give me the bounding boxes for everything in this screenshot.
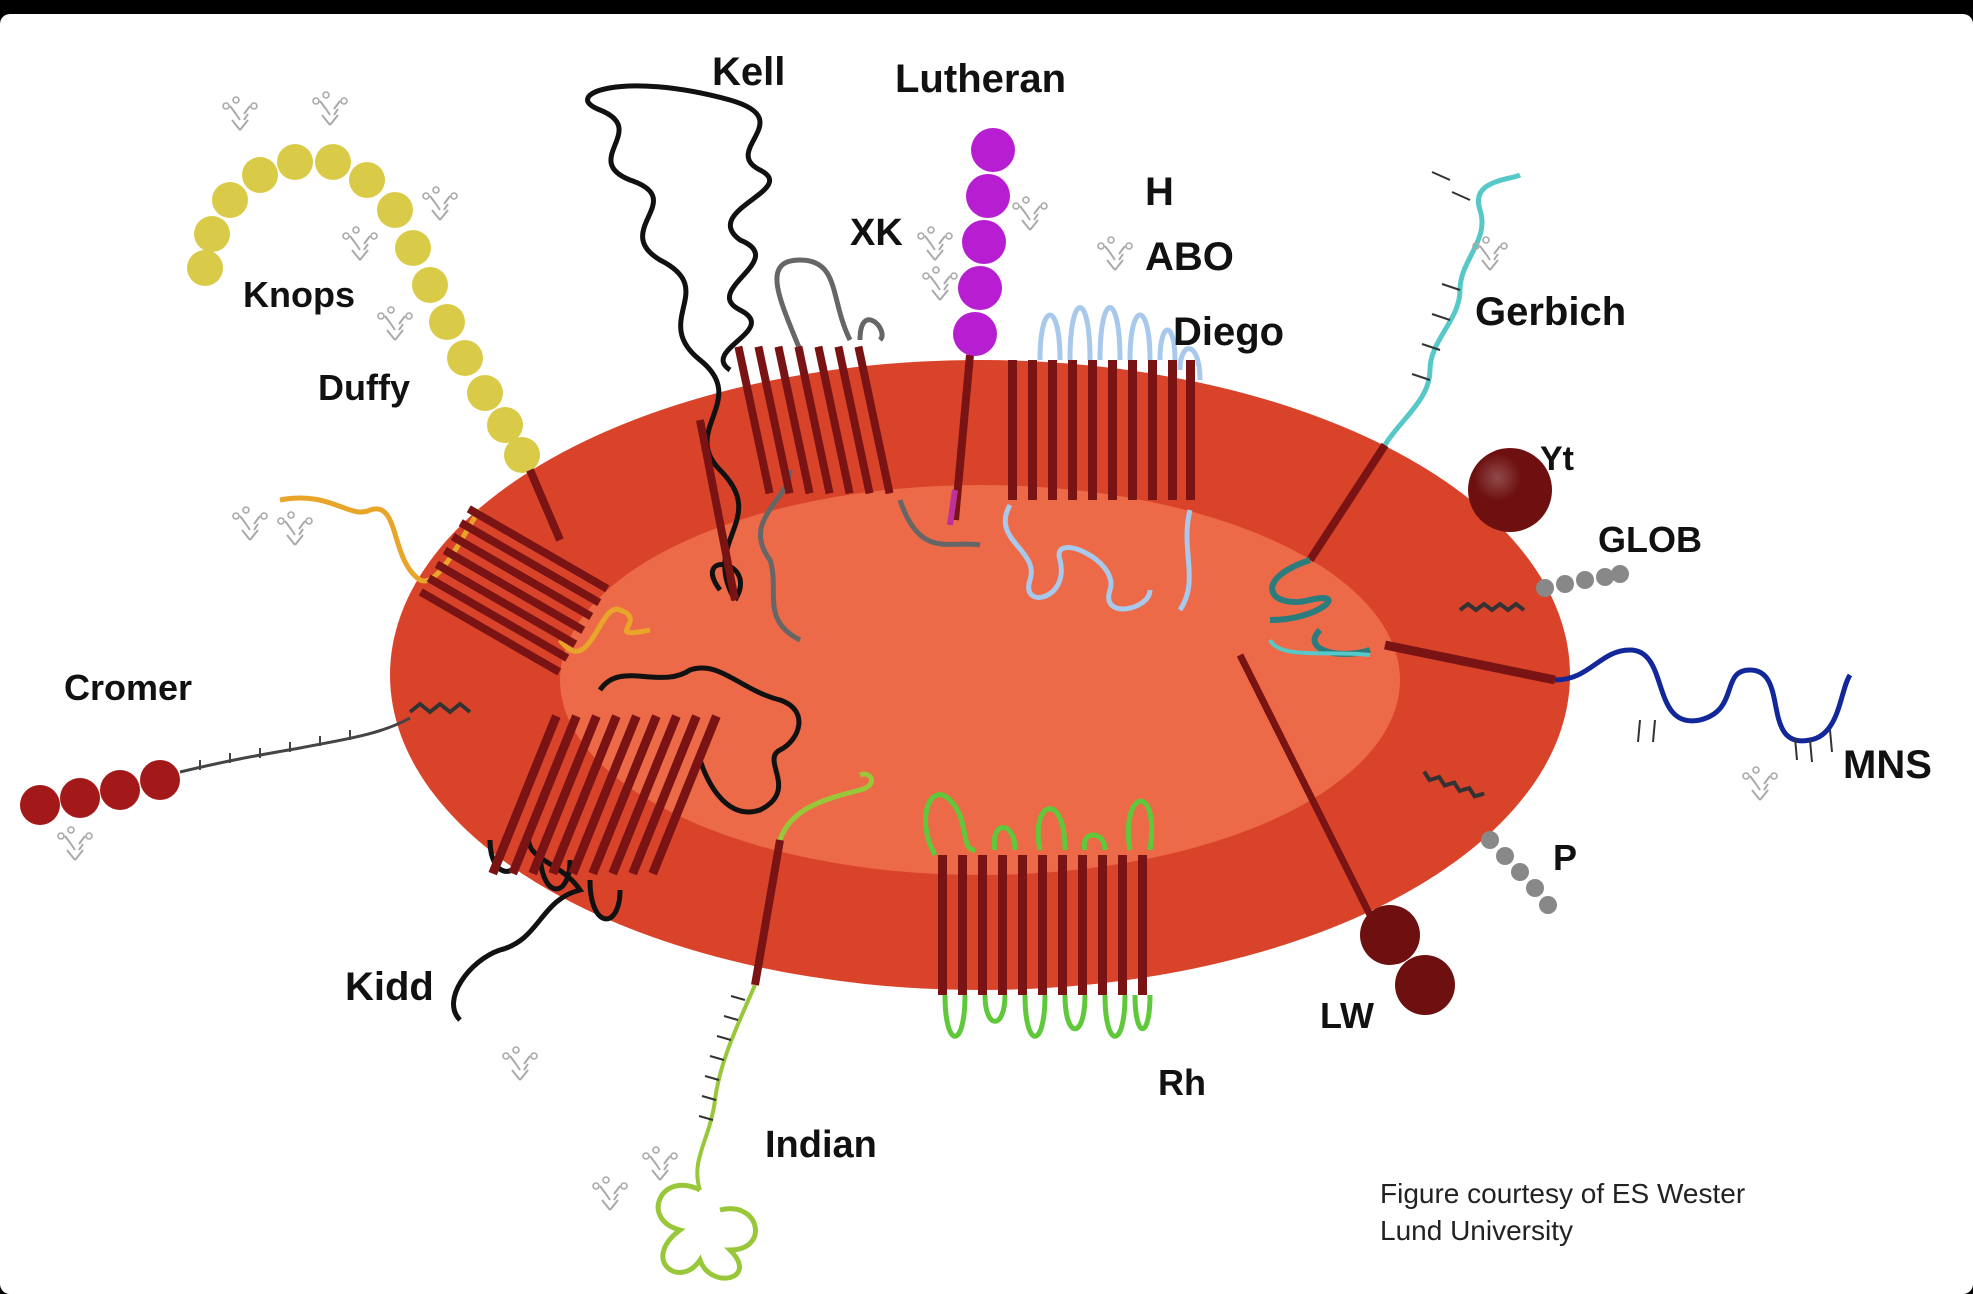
lw-protein — [1236, 653, 1455, 1015]
label-mns: MNS — [1843, 743, 1932, 787]
p-antigen — [1422, 770, 1557, 914]
label-lutheran: Lutheran — [895, 57, 1066, 101]
glob-antigen — [1458, 565, 1629, 613]
credit-line-1: Figure courtesy of ES Wester — [1380, 1178, 1745, 1209]
gerbich-protein — [1268, 171, 1522, 657]
diego-transmembrane — [1008, 360, 1195, 500]
indian-protein — [592, 771, 874, 1281]
label-lw: LW — [1320, 995, 1374, 1036]
label-indian: Indian — [765, 1124, 877, 1166]
label-cromer: Cromer — [64, 667, 192, 708]
cromer-protein — [20, 701, 472, 861]
label-xk: XK — [850, 212, 903, 254]
label-kidd: Kidd — [345, 965, 434, 1009]
label-gerbich: Gerbich — [1475, 290, 1626, 334]
lutheran-protein — [917, 128, 1048, 526]
rh-protein — [923, 792, 1155, 1039]
label-knops: Knops — [243, 274, 355, 315]
diego-protein — [1002, 236, 1203, 612]
blood-group-labels: Kell Lutheran XK H ABO Diego Gerbich Kno… — [64, 50, 1932, 1166]
label-abo: ABO — [1145, 235, 1234, 279]
credit-line-2: Lund University — [1380, 1215, 1573, 1246]
xk-transmembrane — [734, 345, 894, 495]
rh-transmembrane — [938, 855, 1147, 995]
label-duffy: Duffy — [318, 367, 410, 408]
kidd-protein — [451, 665, 802, 1081]
kidd-transmembrane — [488, 714, 721, 876]
mns-protein — [1384, 640, 1853, 801]
label-glob: GLOB — [1598, 519, 1702, 560]
figure-credit: Figure courtesy of ES Wester Lund Univer… — [1380, 1178, 1745, 1246]
label-rh: Rh — [1158, 1062, 1206, 1103]
knops-protein — [187, 91, 564, 542]
xk-protein — [734, 257, 981, 643]
label-kell: Kell — [712, 50, 785, 94]
yt-protein — [1468, 448, 1552, 532]
duffy-transmembrane — [418, 505, 610, 676]
kell-protein — [585, 83, 772, 602]
label-yt: Yt — [1540, 440, 1574, 478]
label-p: P — [1553, 837, 1577, 878]
label-diego: Diego — [1173, 310, 1284, 354]
label-h: H — [1145, 170, 1174, 214]
duffy-protein — [232, 495, 651, 676]
